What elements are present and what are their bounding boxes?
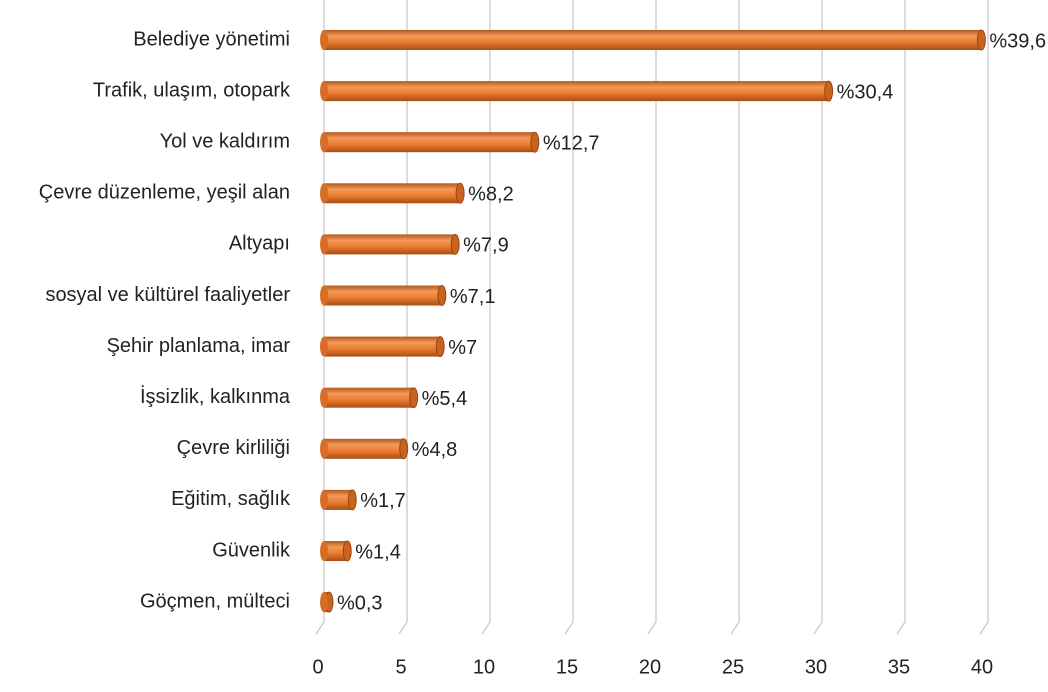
bar-base (320, 234, 328, 255)
bar-cap (450, 233, 460, 255)
bar (324, 30, 982, 50)
bar-cap (399, 438, 409, 460)
value-label: %5,4 (422, 388, 468, 410)
y-tick-label: Çevre kirliliği (177, 437, 290, 459)
x-tick-label: 5 (395, 656, 406, 678)
bar (324, 438, 404, 459)
bar-cap (824, 80, 834, 102)
bar-base (320, 489, 328, 510)
value-label: %8,2 (468, 184, 514, 206)
x-tick-label: 0 (312, 656, 323, 678)
y-tick-label: Belediye yönetimi (133, 28, 290, 50)
bar (324, 336, 441, 357)
bar-cap (976, 29, 986, 51)
bar (324, 234, 456, 255)
grid-line (979, 0, 989, 635)
bar-base (320, 132, 328, 153)
x-tick-label: 20 (639, 656, 661, 678)
grid-line (730, 0, 740, 635)
value-label: %0,3 (337, 592, 383, 614)
y-tick-label: Çevre düzenleme, yeşil alan (39, 182, 290, 204)
x-tick-label: 30 (805, 656, 827, 678)
bar-cap (530, 131, 540, 153)
bar-base (320, 438, 328, 459)
grid-line (813, 0, 823, 635)
value-label: %39,6 (989, 30, 1046, 52)
y-tick-label: Şehir planlama, imar (107, 335, 291, 357)
y-tick-label: sosyal ve kültürel faaliyetler (45, 284, 290, 306)
bar-base (320, 285, 328, 306)
bar (324, 387, 414, 408)
bar-base (320, 81, 328, 102)
bar-cap (342, 540, 352, 562)
value-label: %1,7 (360, 490, 406, 512)
bar-cap (409, 387, 419, 409)
bar-cap (455, 182, 465, 204)
bar (324, 285, 442, 306)
y-tick-label: Altyapı (229, 233, 290, 255)
bar-base (320, 387, 328, 408)
grid-line (315, 0, 325, 635)
grid-line (647, 0, 657, 635)
value-label: %1,4 (355, 541, 401, 563)
value-label: %12,7 (543, 132, 600, 154)
y-tick-label: Göçmen, mülteci (140, 590, 290, 612)
grid-line (398, 0, 408, 635)
x-tick-label: 35 (888, 656, 910, 678)
x-tick-label: 10 (473, 656, 495, 678)
y-tick-label: Güvenlik (212, 539, 291, 561)
bar (324, 132, 535, 153)
bar (324, 489, 353, 510)
bar-base (320, 30, 328, 50)
value-label: %4,8 (412, 439, 458, 461)
bar-cap (435, 336, 445, 358)
bar-base (320, 592, 328, 613)
bar-cap (347, 489, 357, 511)
grid-line (896, 0, 906, 635)
value-label: %7 (448, 337, 477, 359)
bar (324, 81, 829, 102)
bar-base (320, 541, 328, 561)
x-tick-label: 25 (722, 656, 744, 678)
grid-line (564, 0, 574, 635)
y-tick-label: Yol ve kaldırım (160, 130, 290, 152)
y-tick-label: İşsizlik, kalkınma (140, 385, 291, 408)
value-label: %30,4 (837, 81, 894, 103)
bar (324, 183, 461, 204)
y-tick-label: Eğitim, sağlık (171, 488, 291, 510)
y-tick-label: Trafik, ulaşım, otopark (93, 79, 291, 101)
x-tick-label: 15 (556, 656, 578, 678)
grid-line (481, 0, 491, 635)
bar-base (320, 183, 328, 204)
value-label: %7,9 (463, 235, 509, 257)
value-label: %7,1 (450, 286, 496, 308)
bar-cap (437, 285, 447, 306)
bar (324, 541, 348, 561)
x-tick-label: 40 (971, 656, 993, 678)
bar-base (320, 336, 328, 357)
